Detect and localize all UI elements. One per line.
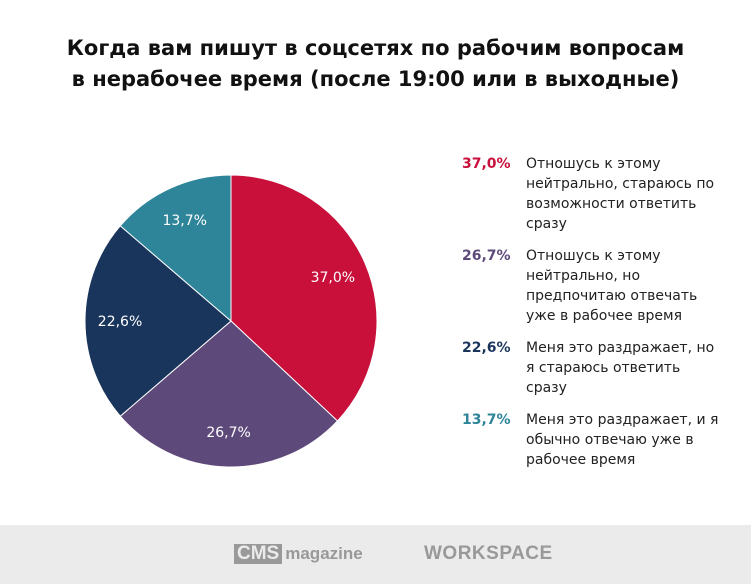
pie-slice: [119, 174, 232, 323]
pie-slice: [84, 225, 232, 417]
slice-label: 22,6%: [98, 314, 142, 330]
legend-pct: 13,7%: [462, 412, 511, 428]
slice-label: 26,7%: [206, 425, 250, 441]
legend-item: 37,0% Отношусь к этому нейтрально, стараю…: [462, 154, 742, 234]
title-line-1: Когда вам пишут в соцсетях по рабочим во…: [66, 36, 685, 60]
legend-pct: 37,0%: [462, 156, 511, 172]
cms-magazine-logo: CMS magazine: [234, 544, 363, 564]
pie-slice: [119, 320, 339, 468]
legend-pct: 22,6%: [462, 340, 511, 356]
legend-item: 26,7% Отношусь к этому нейтрально, но пре…: [462, 246, 742, 326]
legend-text: Меня это раздражает, и я обычно отвечаю …: [526, 412, 719, 468]
slice-label: 13,7%: [162, 213, 206, 229]
legend-item: 13,7% Меня это раздражает, и я обычно отв…: [462, 410, 742, 470]
legend-text: Отношусь к этому нейтрально, но предпочи…: [526, 248, 698, 324]
legend-pct: 26,7%: [462, 248, 511, 264]
chart-title: Когда вам пишут в соцсетях по рабочим во…: [0, 33, 751, 95]
legend-text: Меня это раздражает, но я стараюсь ответ…: [526, 340, 715, 396]
pie-slice: [230, 174, 378, 422]
footer: CMS magazine WORKSPACE: [0, 525, 751, 584]
pie-chart: 37,0% 26,7% 22,6% 13,7%: [84, 174, 378, 468]
legend-text: Отношусь к этому нейтрально, стараюсь по…: [526, 156, 715, 232]
title-line-2: в нерабочее время (после 19:00 или в вых…: [71, 67, 680, 91]
legend: 37,0% Отношусь к этому нейтрально, стараю…: [462, 154, 742, 482]
slice-label: 37,0%: [311, 270, 355, 286]
legend-item: 22,6% Меня это раздражает, но я стараюсь …: [462, 338, 742, 398]
workspace-logo: WORKSPACE: [424, 543, 553, 564]
